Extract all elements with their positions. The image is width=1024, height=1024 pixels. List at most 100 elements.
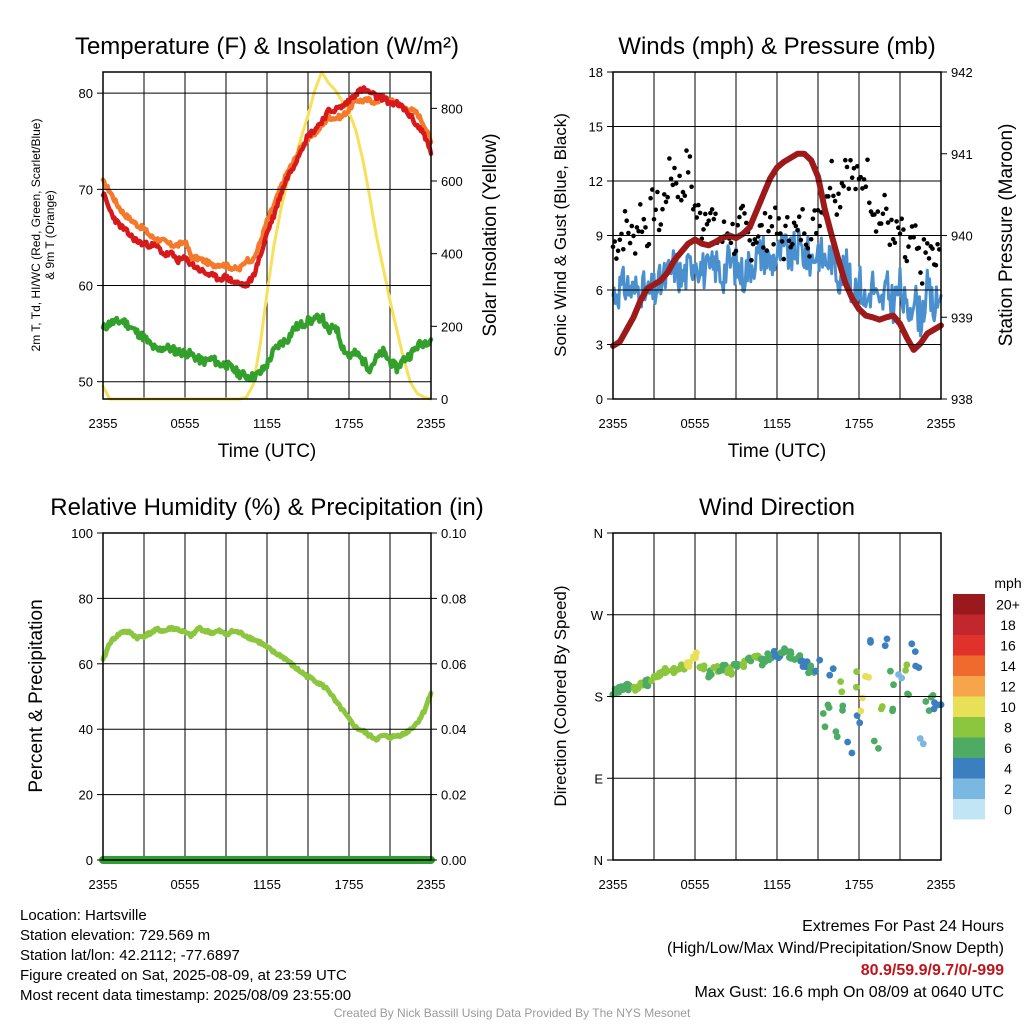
series-sonic-wind bbox=[611, 227, 943, 338]
direction-point bbox=[816, 656, 824, 664]
gust-point bbox=[798, 237, 804, 243]
gust-point bbox=[639, 229, 645, 235]
legend-swatch bbox=[953, 635, 985, 656]
direction-point bbox=[785, 654, 793, 661]
gust-point bbox=[880, 211, 886, 217]
gust-point bbox=[764, 248, 770, 253]
gust-point bbox=[795, 228, 800, 233]
plot-frame bbox=[612, 71, 942, 400]
gust-point bbox=[685, 170, 691, 175]
legend-swatch bbox=[953, 594, 985, 615]
extremes-values: 80.9/59.9/9.7/0/-999 bbox=[860, 962, 1004, 979]
gust-point bbox=[762, 211, 768, 216]
x-tick-label: 1755 bbox=[335, 416, 364, 431]
plot-frame bbox=[102, 532, 432, 861]
gust-point bbox=[776, 216, 781, 221]
gust-point bbox=[894, 219, 899, 224]
x-tick-label: 2355 bbox=[927, 877, 956, 892]
direction-point bbox=[740, 663, 748, 671]
y-tick-label: 40 bbox=[79, 722, 93, 737]
gust-point bbox=[783, 223, 788, 229]
direction-point bbox=[691, 654, 699, 662]
panel-3-group bbox=[102, 533, 432, 860]
gust-point bbox=[902, 254, 908, 260]
gust-point bbox=[812, 208, 817, 213]
direction-point bbox=[865, 673, 872, 681]
gust-point bbox=[826, 194, 831, 199]
gust-point bbox=[858, 174, 863, 180]
station-latlon: Station lat/lon: 42.2112; -77.6897 bbox=[20, 947, 240, 964]
x-tick-label: 2355 bbox=[927, 416, 956, 431]
direction-point bbox=[825, 704, 833, 711]
direction-point bbox=[819, 710, 827, 717]
gust-point bbox=[703, 211, 708, 217]
gust-point bbox=[851, 166, 857, 171]
x-tick-label: 1755 bbox=[845, 877, 874, 892]
direction-point bbox=[903, 661, 911, 669]
extremes-subtitle: (High/Low/Max Wind/Precipitation/Snow De… bbox=[666, 940, 1004, 957]
gust-point bbox=[933, 262, 939, 268]
gust-point bbox=[836, 191, 841, 197]
direction-point bbox=[902, 667, 909, 674]
gust-point bbox=[919, 281, 925, 286]
gust-point bbox=[694, 215, 699, 220]
direction-point bbox=[616, 687, 623, 694]
direction-point bbox=[853, 668, 860, 675]
direction-point bbox=[915, 664, 923, 671]
gust-point bbox=[735, 222, 740, 228]
chart-title: Wind Direction bbox=[699, 494, 855, 521]
direction-point bbox=[881, 642, 889, 650]
gust-point bbox=[778, 231, 783, 236]
x-tick-label: 0555 bbox=[171, 877, 200, 892]
gust-point bbox=[651, 217, 657, 222]
gust-point bbox=[662, 192, 667, 197]
y-axis-label: Sonic Wind & Gust (Blue, Black) bbox=[551, 113, 570, 357]
gust-point bbox=[744, 220, 749, 226]
gust-point bbox=[708, 210, 713, 216]
station-info: Location: Hartsville Station elevation: … bbox=[20, 906, 351, 1006]
x-tick-label: 0555 bbox=[681, 877, 710, 892]
direction-point bbox=[766, 654, 774, 662]
direction-point bbox=[775, 654, 782, 662]
direction-point bbox=[916, 735, 924, 742]
gust-point bbox=[629, 223, 635, 229]
gust-point bbox=[660, 206, 665, 212]
gust-point bbox=[667, 156, 672, 161]
gust-point bbox=[668, 176, 674, 182]
x-tick-label: 1155 bbox=[763, 416, 791, 431]
x-tick-label: 1155 bbox=[253, 877, 281, 892]
y-tick-label: 6 bbox=[596, 283, 603, 298]
y2-tick-label: 0.06 bbox=[441, 657, 466, 672]
direction-point bbox=[870, 737, 878, 745]
y2-tick-label: 0.04 bbox=[441, 722, 466, 737]
gust-point bbox=[925, 241, 930, 246]
y-tick-label: 70 bbox=[79, 182, 93, 197]
y2-tick-label: 0.10 bbox=[441, 526, 466, 541]
gust-point bbox=[627, 240, 633, 246]
direction-point bbox=[791, 656, 798, 663]
y2-tick-label: 800 bbox=[441, 101, 463, 116]
direction-point bbox=[898, 674, 906, 682]
y-axis-label-line1: 2m T, Td, HI/WC (Red, Green, Scarlet/Blu… bbox=[29, 119, 43, 352]
legend-swatch bbox=[953, 758, 985, 779]
gust-point bbox=[701, 227, 706, 232]
wind-direction-points bbox=[609, 635, 945, 757]
x-tick-label: 2355 bbox=[417, 877, 446, 892]
gust-point bbox=[872, 212, 877, 217]
gust-point bbox=[733, 248, 739, 254]
y-tick-label: 3 bbox=[596, 338, 603, 353]
legend-label: 8 bbox=[1004, 719, 1012, 735]
gust-point bbox=[815, 208, 821, 213]
direction-point bbox=[734, 661, 741, 668]
gust-point bbox=[658, 222, 664, 227]
gust-point bbox=[892, 240, 898, 246]
direction-point bbox=[661, 669, 669, 677]
y2-axis-label: Station Pressure (Maroon) bbox=[996, 124, 1017, 347]
direction-point bbox=[799, 657, 807, 665]
gust-point bbox=[747, 238, 752, 243]
gust-point bbox=[911, 234, 916, 240]
gust-point bbox=[740, 203, 746, 209]
direction-point bbox=[642, 680, 650, 688]
y-tick-label: S bbox=[594, 690, 603, 705]
direction-point bbox=[770, 647, 778, 655]
